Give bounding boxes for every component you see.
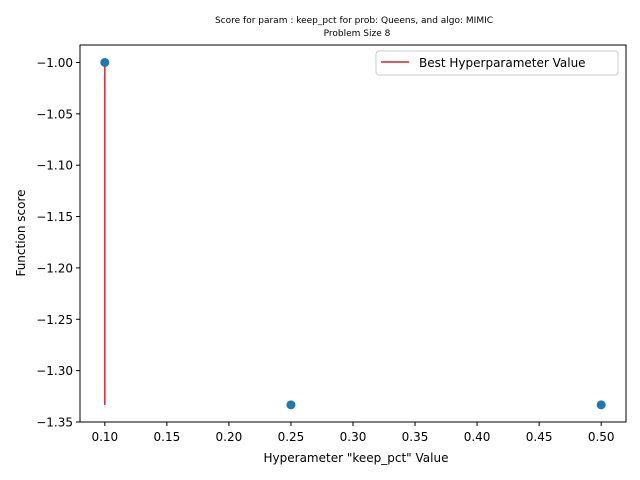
x-tick-label: 0.40 — [464, 430, 491, 444]
x-tick-label: 0.25 — [278, 430, 305, 444]
y-tick-label: −1.00 — [36, 56, 73, 70]
x-tick-label: 0.45 — [526, 430, 553, 444]
data-point — [100, 57, 110, 67]
y-tick-label: −1.25 — [36, 313, 73, 327]
plot-marks — [100, 57, 606, 410]
y-axis-label: Function score — [14, 189, 28, 276]
y-tick-label: −1.30 — [36, 364, 73, 378]
y-tick-label: −1.20 — [36, 261, 73, 275]
x-tick-label: 0.30 — [340, 430, 367, 444]
x-tick-label: 0.35 — [402, 430, 429, 444]
y-tick-label: −1.15 — [36, 210, 73, 224]
x-tick-label: 0.15 — [154, 430, 181, 444]
data-point — [596, 400, 606, 410]
data-point — [286, 400, 296, 410]
x-axis: 0.10 0.15 0.20 0.25 0.30 0.35 0.40 0.45 0.50 — [91, 422, 615, 444]
legend-box — [375, 50, 619, 76]
chart-subtitle: Problem Size 8 — [324, 29, 391, 39]
x-tick-label: 0.50 — [588, 430, 615, 444]
legend-label: Best Hyperparameter Value — [419, 56, 586, 70]
y-tick-label: −1.10 — [36, 159, 73, 173]
x-axis-label: Hyperameter "keep_pct" Value — [264, 451, 449, 465]
x-tick-label: 0.20 — [216, 430, 243, 444]
x-tick-label: 0.10 — [91, 430, 118, 444]
y-axis: −1.00 −1.05 −1.10 −1.15 −1.20 −1.25 −1.30 −1.35 — [36, 56, 80, 430]
y-tick-label: −1.35 — [36, 416, 73, 430]
legend: Best Hyperparameter Value — [375, 50, 619, 76]
y-tick-label: −1.05 — [36, 107, 73, 121]
chart-title: Score for param : keep_pct for prob: Que… — [215, 16, 493, 26]
